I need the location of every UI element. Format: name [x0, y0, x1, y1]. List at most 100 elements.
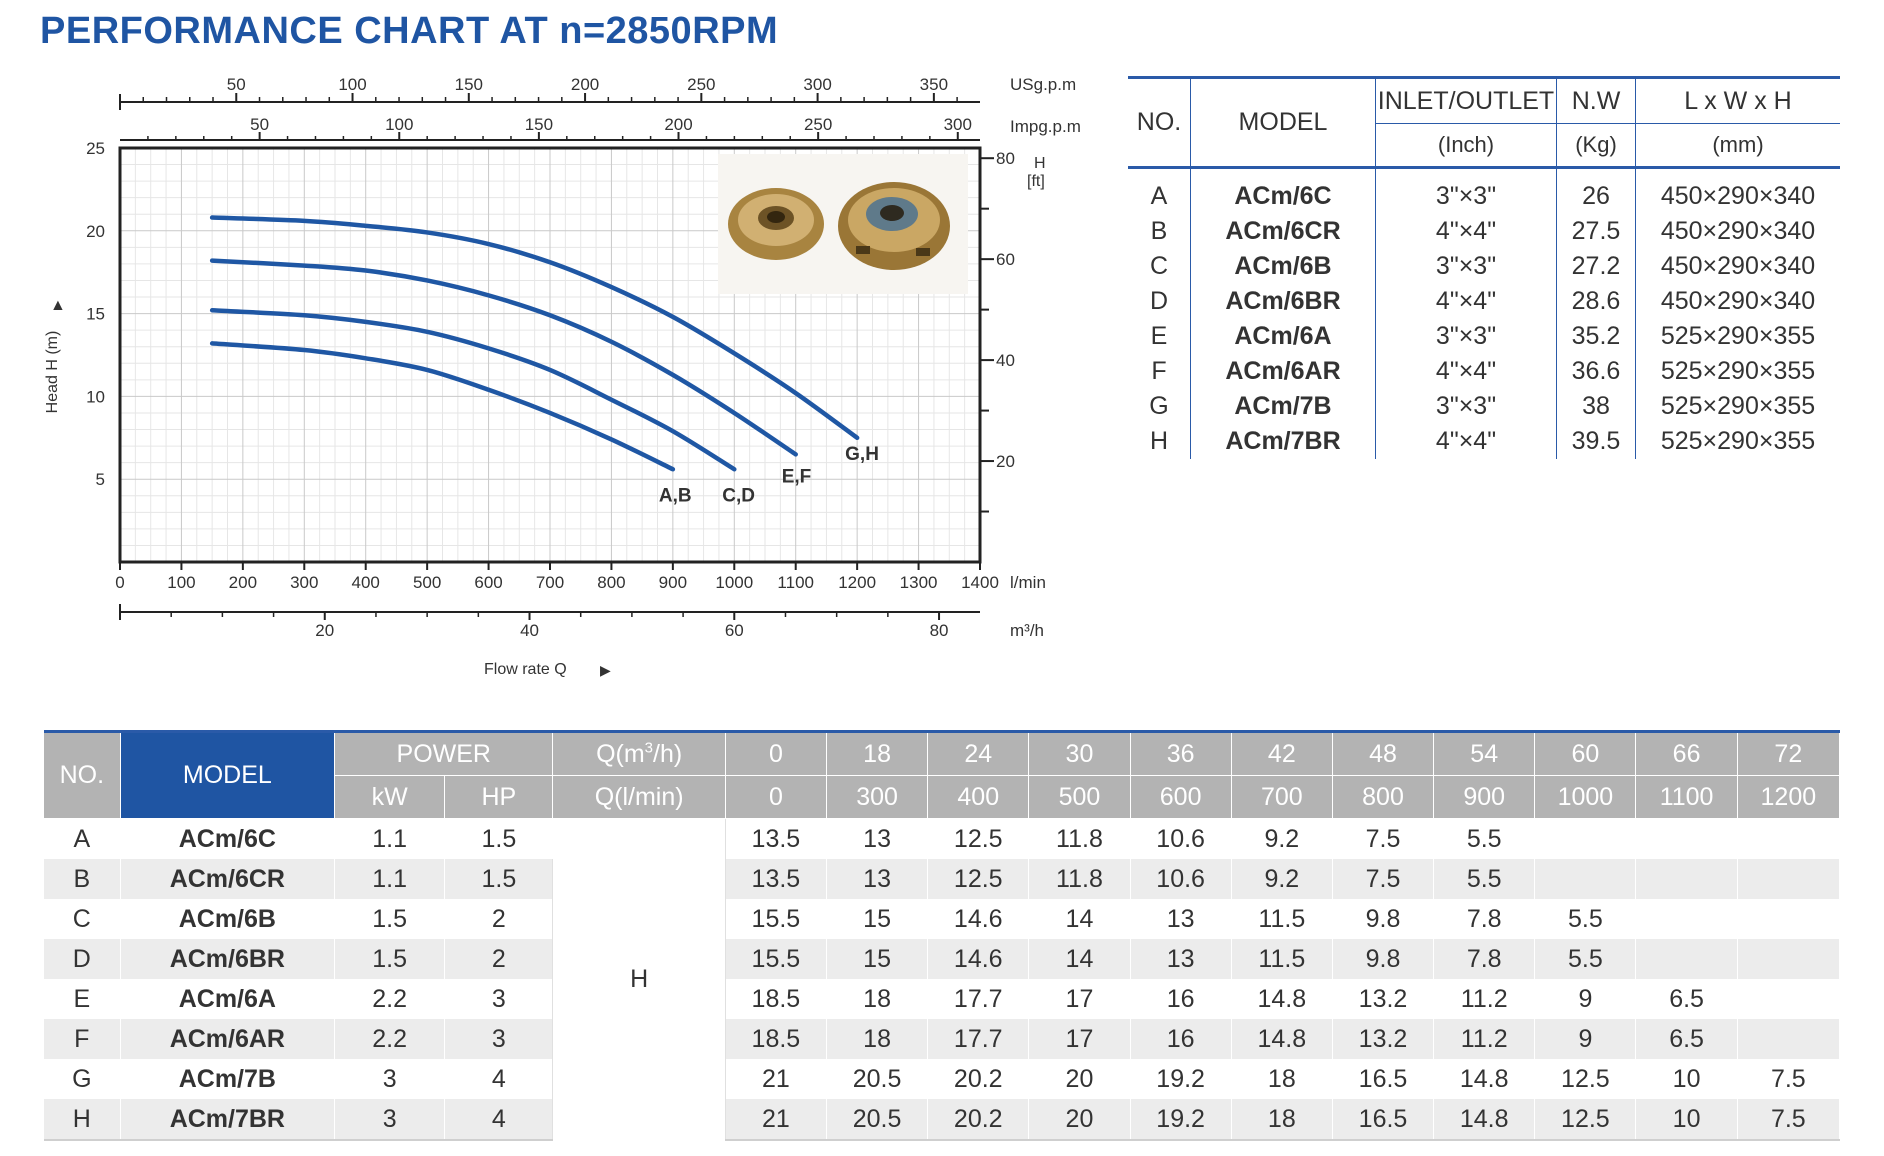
- series-line-1: [209, 341, 676, 472]
- cell-head-value: 20.2: [927, 1099, 1030, 1141]
- cell-no: H: [1128, 424, 1191, 459]
- q-m3h-value: 18: [826, 730, 929, 776]
- perf-col-hp: HP: [444, 775, 554, 819]
- y-tick-label: 5: [96, 470, 105, 489]
- cell-dims: 525×290×355: [1660, 427, 1816, 455]
- cell-head-value: 13: [826, 859, 929, 899]
- table-row: D ACm/6BR 4"×4" 28.6 450×290×340: [1128, 284, 1840, 319]
- q-m3h-value: 60: [1534, 730, 1637, 776]
- cell-no: G: [1128, 389, 1191, 424]
- cell-head-value: 5.5: [1534, 939, 1637, 979]
- cell-no: H: [44, 1099, 121, 1141]
- cell-hp: 1.5: [444, 859, 554, 899]
- cell-head-value: 7.8: [1433, 939, 1536, 979]
- cell-head-value: [1635, 899, 1738, 939]
- x-tick-label: 700: [536, 573, 564, 592]
- cell-head-value: 18: [1231, 1059, 1333, 1099]
- perf-col-model: MODEL: [120, 730, 336, 819]
- cell-kw: 2.2: [334, 979, 446, 1019]
- x-tick-label: 1000: [715, 573, 753, 592]
- cell-model: ACm/6C: [1190, 167, 1376, 214]
- cell-head-value: 17.7: [927, 979, 1030, 1019]
- cell-nw: 27.2: [1556, 249, 1636, 284]
- table-row: F ACm/6AR 4"×4" 36.6 525×290×355: [1128, 354, 1840, 389]
- impgpm-tick-label: 100: [385, 115, 413, 134]
- col-dims-unit: (mm): [1635, 123, 1840, 169]
- cell-head-value: 10: [1635, 1099, 1738, 1141]
- cell-inlet: 4"×4": [1375, 424, 1557, 459]
- series-line-2: [209, 308, 737, 472]
- cell-inlet: 4"×4": [1375, 214, 1557, 249]
- cell-nw: 27.5: [1556, 214, 1636, 249]
- x-tick-label: 1400: [961, 573, 999, 592]
- m3h-tick-label: 80: [930, 621, 949, 640]
- cell-head-value: 12.5: [927, 818, 1030, 859]
- cell-head-value: 20: [1028, 1059, 1131, 1099]
- cell-head-value: 18.5: [725, 1019, 827, 1059]
- head-axis: 5 10 15 20 25: [86, 139, 105, 489]
- y-tick-label: 20: [86, 222, 105, 241]
- impgpm-tick-label: 50: [250, 115, 269, 134]
- q-lmin-value: 1100: [1635, 775, 1738, 819]
- x-tick-label: 600: [474, 573, 502, 592]
- cell-head-value: 5.5: [1433, 859, 1536, 899]
- cell-kw: 1.1: [334, 859, 446, 899]
- m3h-unit-label: m³/h: [1010, 621, 1044, 640]
- series-label: G,H: [845, 444, 879, 465]
- y-axis-label: Head H (m): [44, 331, 61, 414]
- cell-head-value: 7.8: [1433, 899, 1536, 939]
- ft-tick-label: 60: [996, 250, 1015, 269]
- cell-head-value: [1635, 818, 1738, 859]
- cell-head-value: 16: [1130, 1019, 1232, 1059]
- q-lmin-value: 500: [1028, 775, 1131, 819]
- usgpm-tick-label: 150: [455, 75, 483, 94]
- m3h-tick-label: 60: [725, 621, 744, 640]
- cell-no: B: [1128, 214, 1191, 249]
- cell-head-value: 17.7: [927, 1019, 1030, 1059]
- cell-head-value: 9: [1534, 1019, 1637, 1059]
- usgpm-tick-label: 200: [571, 75, 599, 94]
- cell-nw: 35.2: [1556, 319, 1636, 354]
- cell-head-value: 11.5: [1231, 939, 1333, 979]
- usgpm-tick-label: 350: [920, 75, 948, 94]
- cell-no: F: [1128, 354, 1191, 389]
- cell-head-value: 13: [826, 818, 929, 859]
- cell-head-value: 7.5: [1332, 818, 1435, 859]
- cell-head-value: 5.5: [1433, 818, 1536, 859]
- cell-head-value: 15: [826, 939, 929, 979]
- cell-inlet: 4"×4": [1375, 354, 1557, 389]
- cell-model: ACm/6CR: [1190, 214, 1376, 249]
- cell-no: C: [44, 899, 121, 939]
- q-m3h-value: 24: [927, 730, 1030, 776]
- q-lmin-value: 600: [1130, 775, 1232, 819]
- table-row: C ACm/6B 1.5 2 15.5 15 14.6 14 13 11.5 9.8 7.8 5.5: [44, 899, 1841, 939]
- col-nw-unit: (Kg): [1556, 123, 1636, 169]
- usgpm-tick-label: 300: [803, 75, 831, 94]
- table-row: A ACm/6C 3"×3" 26 450×290×340: [1128, 167, 1840, 214]
- y-axis-arrow-icon: ▲: [50, 297, 66, 314]
- impgpm-tick-label: 150: [525, 115, 553, 134]
- q-lmin-value: 800: [1332, 775, 1435, 819]
- cell-head-value: 20.2: [927, 1059, 1030, 1099]
- cell-model: ACm/7BR: [120, 1099, 336, 1141]
- cell-model: ACm/6AR: [1190, 354, 1376, 389]
- table-row: B ACm/6CR 4"×4" 27.5 450×290×340: [1128, 214, 1840, 249]
- cell-head-value: 21: [725, 1099, 827, 1141]
- table-row: E ACm/6A 3"×3" 35.2 525×290×355: [1128, 319, 1840, 354]
- q-lmin-value: 1200: [1737, 775, 1841, 819]
- cell-nw: 38: [1556, 389, 1636, 424]
- series-label: A,B: [659, 485, 692, 506]
- model-spec-table: NO. MODEL INLET/OUTLET N.W L x W x H (In…: [1128, 76, 1840, 459]
- cell-kw: 2.2: [334, 1019, 446, 1059]
- cell-head-value: 13.5: [725, 859, 827, 899]
- cell-head-value: 14.8: [1231, 979, 1333, 1019]
- cell-no: G: [44, 1059, 121, 1099]
- ft-tick-label: 80: [996, 149, 1015, 168]
- cell-head-value: 19.2: [1130, 1059, 1232, 1099]
- x-tick-label: 200: [229, 573, 257, 592]
- perf-col-no: NO.: [44, 730, 121, 819]
- col-no: NO.: [1128, 76, 1191, 169]
- usgpm-tick-label: 50: [227, 75, 246, 94]
- cell-nw: 28.6: [1556, 284, 1636, 319]
- cell-hp: 4: [444, 1059, 554, 1099]
